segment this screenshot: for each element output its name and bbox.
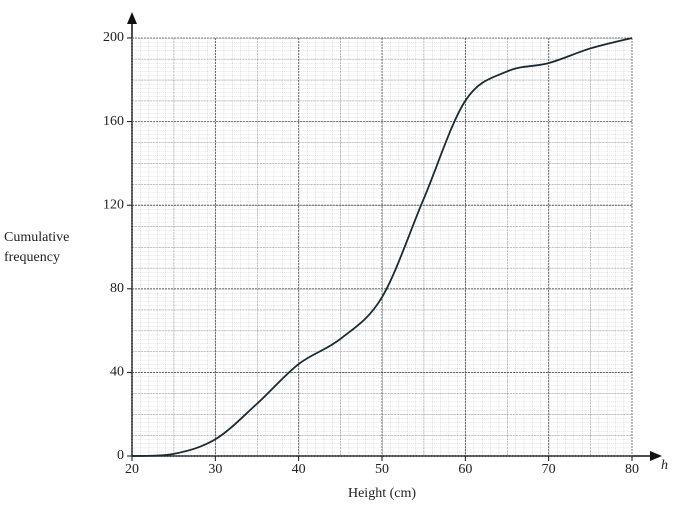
- y-tick-label: 40: [110, 365, 124, 380]
- y-tick-label: 0: [117, 448, 124, 463]
- plot: 0 40 80 120 160 200 20 30 40 50 60 70 80: [103, 30, 639, 477]
- y-axis-label: Cumulative frequency: [4, 230, 70, 265]
- y-tick-label: 200: [103, 30, 124, 45]
- y-arrow: [127, 12, 137, 24]
- y-tick-label: 120: [103, 197, 124, 212]
- x-arrow: [650, 451, 662, 461]
- x-tick-label: 30: [208, 462, 222, 477]
- x-tick-label: 70: [542, 462, 556, 477]
- x-axis-label: Height (cm): [348, 486, 416, 501]
- x-tick-label: 60: [458, 462, 472, 477]
- x-tick-label: 50: [375, 462, 389, 477]
- y-tick-label: 160: [103, 114, 124, 129]
- curve: [131, 37, 633, 457]
- x-variable: h: [661, 458, 668, 473]
- x-tick-label: 20: [125, 462, 139, 477]
- y-tick-label: 80: [110, 281, 124, 296]
- x-tick-label: 80: [625, 462, 639, 477]
- x-tick-label: 40: [292, 462, 306, 477]
